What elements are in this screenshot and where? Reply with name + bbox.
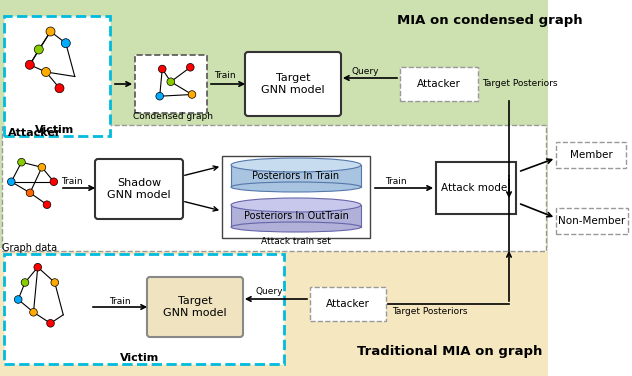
- Text: Non-Member: Non-Member: [559, 216, 626, 226]
- Circle shape: [34, 45, 44, 54]
- FancyBboxPatch shape: [436, 162, 516, 214]
- Text: Member: Member: [569, 150, 612, 160]
- Text: Victim: Victim: [120, 353, 160, 363]
- Circle shape: [43, 201, 51, 209]
- Text: Posteriors In OutTrain: Posteriors In OutTrain: [243, 211, 348, 221]
- Text: Attacker: Attacker: [417, 79, 461, 89]
- Circle shape: [186, 64, 194, 71]
- Text: Traditional MIA on graph: Traditional MIA on graph: [357, 345, 543, 358]
- Text: Condensed graph: Condensed graph: [133, 112, 213, 121]
- Circle shape: [167, 78, 174, 86]
- Circle shape: [21, 279, 29, 287]
- Circle shape: [50, 178, 58, 186]
- Text: Attack model: Attack model: [441, 183, 511, 193]
- Circle shape: [8, 178, 15, 186]
- FancyBboxPatch shape: [135, 55, 207, 113]
- Text: Attack train set: Attack train set: [261, 237, 331, 246]
- Ellipse shape: [231, 198, 361, 212]
- FancyBboxPatch shape: [95, 159, 183, 219]
- FancyBboxPatch shape: [222, 156, 370, 238]
- Circle shape: [55, 84, 64, 93]
- Ellipse shape: [231, 182, 361, 192]
- Ellipse shape: [231, 158, 361, 172]
- FancyBboxPatch shape: [0, 249, 548, 376]
- FancyBboxPatch shape: [147, 277, 243, 337]
- Text: MIA on condensed graph: MIA on condensed graph: [397, 14, 583, 27]
- Text: Attacker: Attacker: [326, 299, 370, 309]
- Text: Attacker: Attacker: [8, 128, 61, 138]
- FancyBboxPatch shape: [556, 208, 628, 234]
- Text: Victim: Victim: [35, 125, 75, 135]
- Circle shape: [34, 263, 42, 271]
- Text: Train: Train: [385, 177, 407, 186]
- FancyBboxPatch shape: [556, 142, 626, 168]
- Circle shape: [30, 308, 37, 316]
- FancyBboxPatch shape: [310, 287, 386, 321]
- Text: Posteriors In Train: Posteriors In Train: [252, 171, 339, 181]
- Circle shape: [159, 65, 166, 73]
- Circle shape: [51, 279, 59, 287]
- FancyBboxPatch shape: [231, 205, 361, 227]
- FancyBboxPatch shape: [4, 254, 284, 364]
- Text: Target Posteriors: Target Posteriors: [482, 79, 557, 88]
- Circle shape: [25, 60, 34, 69]
- Text: Query: Query: [255, 288, 283, 297]
- Circle shape: [46, 27, 55, 36]
- Circle shape: [26, 189, 34, 197]
- Circle shape: [47, 320, 54, 327]
- Ellipse shape: [231, 222, 361, 232]
- Text: Target Posteriors: Target Posteriors: [392, 306, 468, 315]
- Text: Graph data: Graph data: [3, 243, 58, 253]
- FancyBboxPatch shape: [245, 52, 341, 116]
- Text: Train: Train: [61, 177, 83, 186]
- FancyBboxPatch shape: [4, 16, 110, 136]
- FancyBboxPatch shape: [400, 67, 478, 101]
- FancyBboxPatch shape: [2, 125, 546, 251]
- Text: Train: Train: [214, 71, 236, 80]
- Circle shape: [188, 91, 196, 99]
- FancyBboxPatch shape: [231, 165, 361, 187]
- Circle shape: [18, 158, 25, 166]
- Circle shape: [42, 68, 51, 76]
- Text: Shadow
GNN model: Shadow GNN model: [107, 178, 171, 200]
- Circle shape: [38, 164, 46, 171]
- Text: Target
GNN model: Target GNN model: [261, 73, 325, 95]
- Circle shape: [156, 92, 164, 100]
- Text: Target
GNN model: Target GNN model: [163, 296, 227, 318]
- Circle shape: [61, 39, 70, 48]
- Text: Train: Train: [109, 297, 131, 305]
- Text: Query: Query: [352, 67, 379, 76]
- Circle shape: [15, 296, 22, 303]
- FancyBboxPatch shape: [0, 0, 548, 248]
